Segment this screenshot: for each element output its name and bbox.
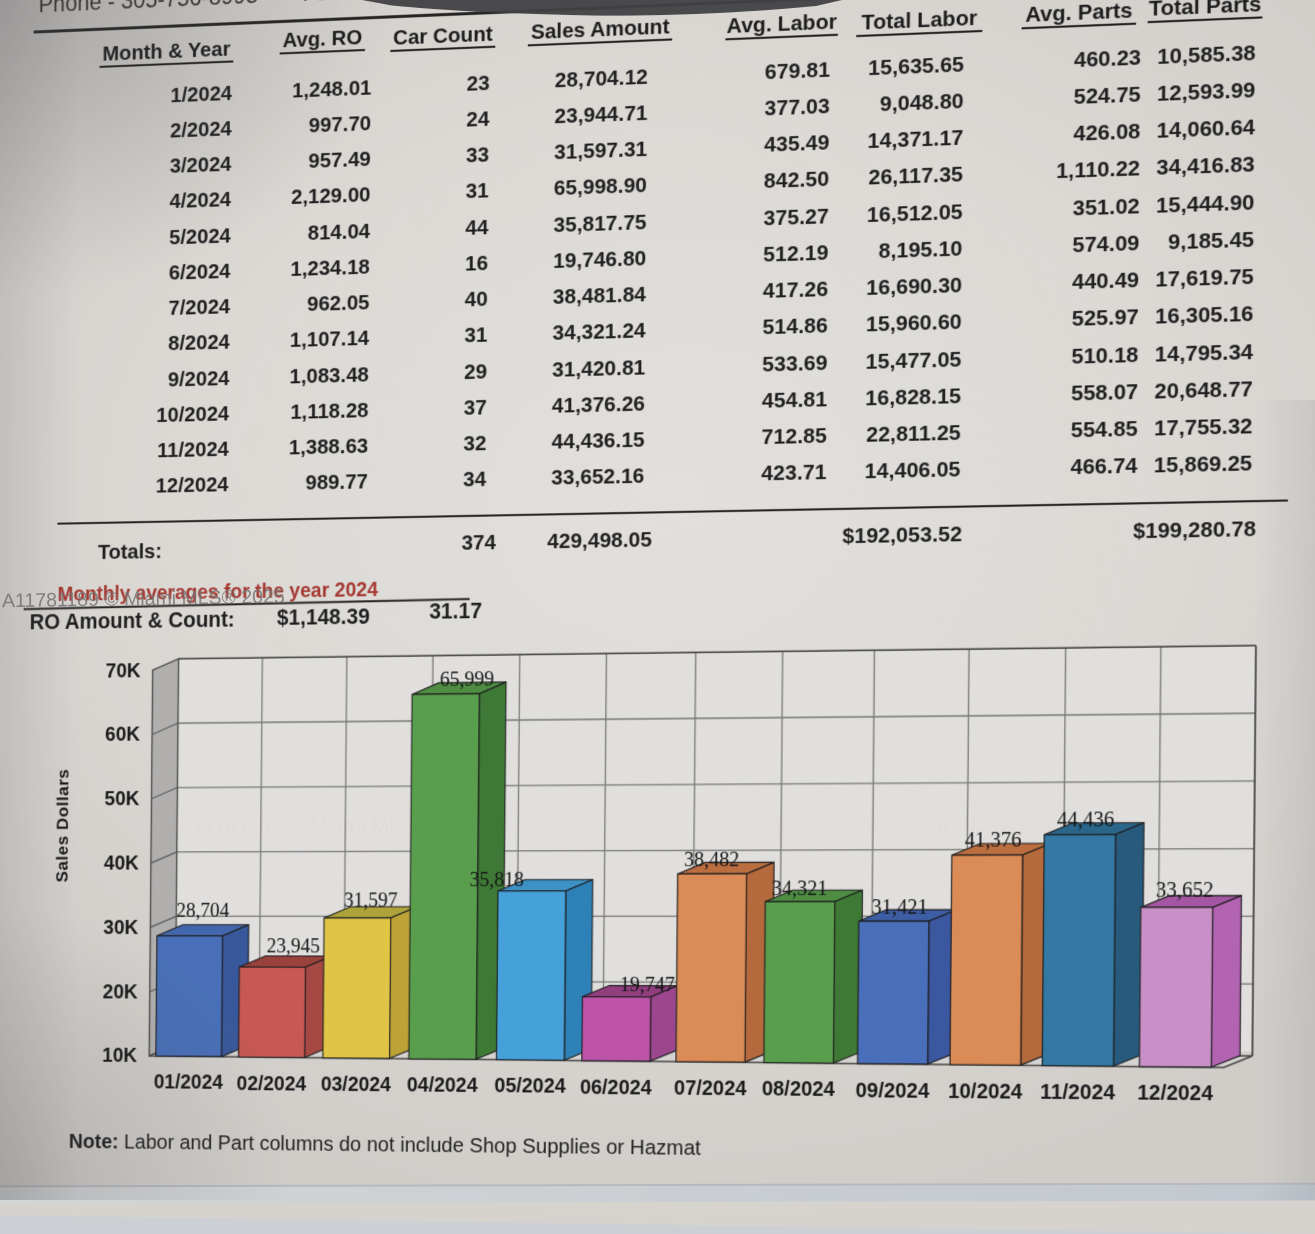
svg-text:31,597: 31,597 — [344, 890, 398, 912]
svg-text:10/2024: 10/2024 — [948, 1080, 1023, 1104]
svg-text:05/2024: 05/2024 — [494, 1075, 566, 1099]
svg-text:03/2024: 03/2024 — [321, 1073, 392, 1097]
svg-text:65,999: 65,999 — [440, 668, 494, 691]
svg-text:06/2024: 06/2024 — [580, 1076, 653, 1100]
svg-text:01/2024: 01/2024 — [154, 1071, 224, 1094]
svg-text:34,321: 34,321 — [772, 878, 828, 901]
svg-text:20K: 20K — [103, 980, 138, 1003]
svg-text:04/2024: 04/2024 — [407, 1074, 479, 1098]
svg-text:10K: 10K — [102, 1045, 137, 1068]
svg-text:31,421: 31,421 — [871, 897, 928, 920]
svg-text:Sales Dollars: Sales Dollars — [54, 769, 73, 883]
svg-text:50K: 50K — [104, 788, 139, 811]
svg-text:30K: 30K — [103, 916, 138, 939]
svg-text:19,747: 19,747 — [620, 974, 676, 996]
svg-text:28,704: 28,704 — [176, 900, 229, 922]
svg-text:07/2024: 07/2024 — [674, 1077, 747, 1101]
svg-text:40K: 40K — [104, 852, 139, 875]
svg-text:09/2024: 09/2024 — [855, 1079, 930, 1103]
svg-text:44,436: 44,436 — [1057, 809, 1115, 832]
svg-text:33,652: 33,652 — [1156, 879, 1214, 902]
svg-text:02/2024: 02/2024 — [237, 1072, 307, 1096]
svg-text:23,945: 23,945 — [267, 936, 320, 958]
svg-text:11/2024: 11/2024 — [1040, 1081, 1116, 1105]
svg-text:70K: 70K — [106, 659, 141, 682]
svg-text:08/2024: 08/2024 — [762, 1078, 836, 1102]
svg-text:12/2024: 12/2024 — [1137, 1082, 1214, 1107]
svg-text:38,482: 38,482 — [684, 849, 740, 872]
svg-text:60K: 60K — [105, 723, 140, 746]
svg-text:35,818: 35,818 — [470, 869, 524, 891]
